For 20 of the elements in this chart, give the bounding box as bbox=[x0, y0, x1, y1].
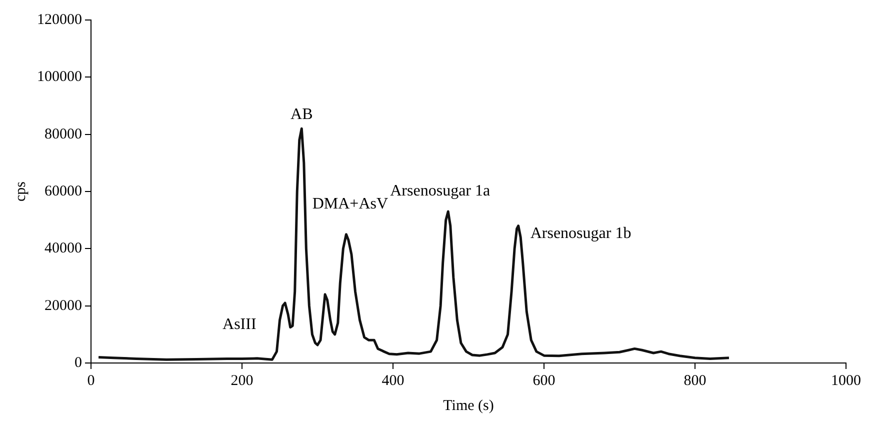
annotation: Arsenosugar 1b bbox=[530, 225, 632, 242]
y-tick-label: 100000 bbox=[37, 69, 82, 86]
y-tick-label: 0 bbox=[74, 354, 82, 371]
x-tick-label: 800 bbox=[684, 372, 706, 389]
y-tick-label: 60000 bbox=[44, 183, 82, 200]
annotation: DMA+AsV bbox=[312, 196, 388, 213]
y-tick-label: 80000 bbox=[44, 126, 82, 142]
x-tick-label: 1000 bbox=[831, 372, 861, 389]
x-tick-label: 200 bbox=[230, 372, 254, 389]
y-tick-label: 120000 bbox=[37, 12, 82, 28]
y-tick-label: 20000 bbox=[44, 298, 82, 314]
x-tick-label: 400 bbox=[382, 372, 404, 389]
y-axis-title: cps bbox=[12, 181, 29, 202]
x-tick-label: 0 bbox=[87, 372, 95, 389]
x-tick-label: 600 bbox=[532, 372, 556, 389]
x-axis-title: Time (s) bbox=[443, 398, 494, 414]
y-tick-label: 40000 bbox=[44, 240, 82, 257]
annotation: Arsenosugar 1a bbox=[390, 182, 490, 200]
annotation: AB bbox=[290, 106, 313, 123]
annotation: AsIII bbox=[222, 316, 256, 334]
